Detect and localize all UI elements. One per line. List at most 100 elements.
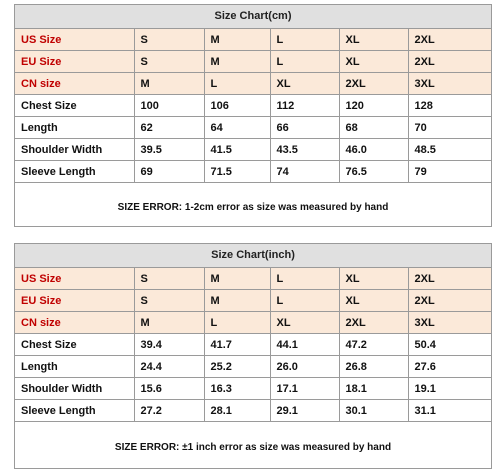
table-cell: 19.1 [408,377,491,400]
table-row: Shoulder Width 39.5 41.5 43.5 46.0 48.5 [15,138,491,161]
table-cell: 100 [134,94,205,117]
table-cell: 41.7 [204,333,271,356]
table-cell: 2XL [339,72,409,95]
table-cell: 31.1 [408,399,491,422]
table-cell: 43.5 [270,138,340,161]
row-label: US Size [15,268,135,290]
row-label: Sleeve Length [15,160,135,183]
table-cell: 62 [134,116,205,139]
size-table-cm: US Size S M L XL 2XL EU Size S M L XL 2XL CN size M L X… [15,29,491,183]
row-label: US Size [15,29,135,51]
table-cell: 106 [204,94,271,117]
table-cell: M [204,268,271,290]
row-label: EU Size [15,289,135,312]
table-cell: 18.1 [339,377,409,400]
table-cell: 39.4 [134,333,205,356]
row-label: Chest Size [15,94,135,117]
size-error-note: SIZE ERROR: ±1 inch error as size was me… [114,442,392,453]
table-row: CN size M L XL 2XL 3XL [15,72,491,95]
table-cell: 47.2 [339,333,409,356]
table-cell: L [270,29,340,51]
table-cell: XL [270,311,340,334]
table-row: EU Size S M L XL 2XL [15,50,491,73]
table-cell: 70 [408,116,491,139]
table-cell: XL [339,289,409,312]
table-cell: 79 [408,160,491,183]
table-cell: 27.6 [408,355,491,378]
table-cell: 46.0 [339,138,409,161]
row-label: Length [15,116,135,139]
size-error-note: SIZE ERROR: 1-2cm error as size was meas… [117,202,389,213]
table-cell: 26.0 [270,355,340,378]
table-row: Chest Size 100 106 112 120 128 [15,94,491,117]
row-label: Chest Size [15,333,135,356]
table-row: Sleeve Length 27.2 28.1 29.1 30.1 31.1 [15,399,491,422]
table-cell: 2XL [408,289,491,312]
table-cell: 2XL [339,311,409,334]
table-row: CN size M L XL 2XL 3XL [15,311,491,334]
row-label: Shoulder Width [15,138,135,161]
table-cell: S [134,289,205,312]
table-cell: 68 [339,116,409,139]
table-cell: XL [270,72,340,95]
row-label: Shoulder Width [15,377,135,400]
table-cell: 76.5 [339,160,409,183]
table-cell: S [134,50,205,73]
chart-title: Size Chart(inch) [15,244,491,268]
table-cell: S [134,29,205,51]
table-cell: 41.5 [204,138,271,161]
table-cell: 64 [204,116,271,139]
table-row: Length 62 64 66 68 70 [15,116,491,139]
table-cell: XL [339,268,409,290]
table-cell: 27.2 [134,399,205,422]
table-cell: 74 [270,160,340,183]
table-cell: M [204,29,271,51]
table-cell: M [134,311,205,334]
table-cell: XL [339,29,409,51]
row-label: Length [15,355,135,378]
table-cell: 71.5 [204,160,271,183]
table-row: US Size S M L XL 2XL [15,29,491,51]
table-cell: M [204,50,271,73]
table-cell: 66 [270,116,340,139]
table-cell: L [270,268,340,290]
table-cell: 69 [134,160,205,183]
table-cell: L [204,311,271,334]
table-cell: 26.8 [339,355,409,378]
table-cell: S [134,268,205,290]
table-cell: 50.4 [408,333,491,356]
table-cell: 2XL [408,50,491,73]
table-cell: 44.1 [270,333,340,356]
table-cell: M [204,289,271,312]
table-cell: 48.5 [408,138,491,161]
table-cell: 30.1 [339,399,409,422]
table-cell: L [270,289,340,312]
table-row: Length 24.4 25.2 26.0 26.8 27.6 [15,355,491,378]
table-cell: 15.6 [134,377,205,400]
chart-title: Size Chart(cm) [15,5,491,29]
table-cell: 112 [270,94,340,117]
table-cell: M [134,72,205,95]
table-cell: 2XL [408,29,491,51]
table-cell: 29.1 [270,399,340,422]
table-cell: 2XL [408,268,491,290]
table-cell: 3XL [408,72,491,95]
size-chart-inch: Size Chart(inch) US Size S M L XL 2XL EU Size S… [14,243,492,469]
size-table-inch: US Size S M L XL 2XL EU Size S M L XL 2XL CN size M L X… [15,268,491,422]
table-cell: 17.1 [270,377,340,400]
table-cell: 3XL [408,311,491,334]
row-label: EU Size [15,50,135,73]
table-row: US Size S M L XL 2XL [15,268,491,290]
table-cell: XL [339,50,409,73]
table-row: Chest Size 39.4 41.7 44.1 47.2 50.4 [15,333,491,356]
row-label: Sleeve Length [15,399,135,422]
size-chart-cm: Size Chart(cm) US Size S M L XL 2XL EU Size S M L… [14,4,492,227]
row-label: CN size [15,311,135,334]
table-row: EU Size S M L XL 2XL [15,289,491,312]
table-cell: 120 [339,94,409,117]
table-cell: L [270,50,340,73]
table-cell: L [204,72,271,95]
table-cell: 24.4 [134,355,205,378]
table-row: Shoulder Width 15.6 16.3 17.1 18.1 19.1 [15,377,491,400]
table-cell: 128 [408,94,491,117]
